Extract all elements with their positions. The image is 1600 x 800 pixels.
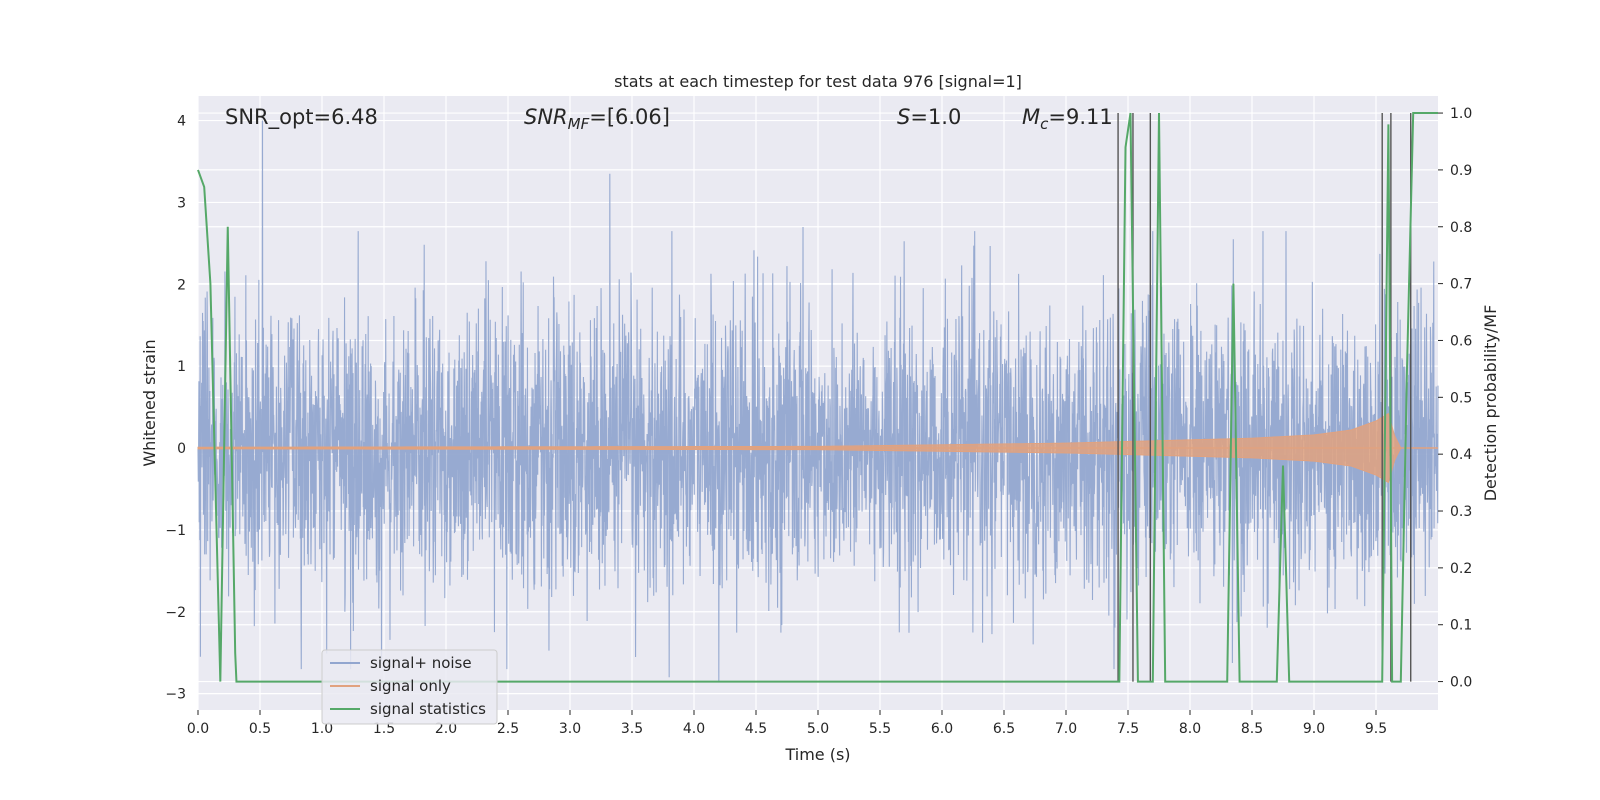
legend-label-signal-noise: signal+ noise — [370, 654, 472, 672]
snr-opt-annotation: SNR_opt=6.48 — [225, 105, 378, 130]
legend-box — [321, 649, 498, 725]
signal-statistics-series — [197, 112, 1438, 683]
y-tick-label-right: 0.1 — [1450, 618, 1472, 634]
signal-statistics-line — [197, 112, 1438, 683]
x-tick-label: 6.0 — [931, 721, 953, 737]
snr-mf-annotation: SNRMF=[6.06] — [524, 105, 670, 133]
x-tick-label: 8.5 — [1241, 721, 1263, 737]
x-tick-label: 0.0 — [187, 721, 209, 737]
x-tick-label: 0.5 — [249, 721, 271, 737]
x-tick-label: 3.0 — [559, 721, 581, 737]
y-tick-label-right: 0.9 — [1450, 163, 1472, 179]
mc-value: =9.11 — [1048, 105, 1112, 129]
x-tick-label: 5.0 — [807, 721, 829, 737]
y-tick-label-right: 0.7 — [1450, 277, 1472, 293]
y-ticks-left: −3 −2 −1 0 1 2 3 4 — [165, 114, 186, 703]
y-tick-label: 1 — [177, 359, 186, 375]
snr-mf-subscript: MF — [568, 115, 590, 133]
s-value: =1.0 — [910, 105, 961, 129]
x-tick-label: 9.5 — [1365, 721, 1387, 737]
x-ticks: 0.0 0.5 1.0 1.5 2.0 2.5 3.0 3.5 4.0 4.5 5.0 5.5 6.0 6… — [187, 710, 1387, 737]
y-tick-label-right: 0.3 — [1450, 504, 1472, 520]
y-tick-label: −1 — [165, 523, 186, 539]
legend: signal+ noise signal only signal statist… — [321, 649, 498, 725]
snr-mf-value: =[6.06] — [589, 105, 670, 129]
x-tick-label: 4.0 — [683, 721, 705, 737]
x-tick-label: 9.0 — [1303, 721, 1325, 737]
y-tick-label-right: 0.5 — [1450, 390, 1472, 406]
legend-label-signal-statistics: signal statistics — [370, 700, 486, 718]
y-tick-label: −2 — [165, 605, 186, 621]
y-tick-label: 0 — [177, 441, 186, 457]
y-tick-label-right: 0.6 — [1450, 333, 1472, 349]
y-ticks-right: 0.0 0.1 0.2 0.3 0.4 0.5 0.6 0.7 0.8 0.9 1.0 — [1438, 106, 1472, 691]
y-tick-label-right: 0.2 — [1450, 561, 1472, 577]
y-tick-label-right: 0.4 — [1450, 447, 1472, 463]
y-tick-label-right: 1.0 — [1450, 106, 1472, 122]
x-tick-label: 1.0 — [311, 721, 333, 737]
s-annotation: S=1.0 — [897, 105, 961, 129]
y-axis-label-right: Detection probability/MF — [1481, 305, 1500, 502]
legend-label-signal-only: signal only — [370, 677, 451, 695]
x-tick-label: 3.5 — [621, 721, 643, 737]
s-label: S — [897, 105, 910, 129]
x-tick-label: 2.5 — [497, 721, 519, 737]
y-axis-label: Whitened strain — [140, 339, 159, 466]
x-axis-label: Time (s) — [784, 745, 850, 764]
chart-title: stats at each timestep for test data 976… — [614, 72, 1022, 91]
y-tick-label: 2 — [177, 277, 186, 293]
x-tick-label: 7.0 — [1055, 721, 1077, 737]
y-tick-label: −3 — [165, 687, 186, 703]
y-tick-label: 3 — [177, 195, 186, 211]
mc-label: M — [1022, 105, 1040, 129]
x-tick-label: 6.5 — [993, 721, 1015, 737]
x-tick-label: 1.5 — [373, 721, 395, 737]
x-tick-label: 5.5 — [869, 721, 891, 737]
mc-subscript: c — [1040, 115, 1049, 133]
y-tick-label-right: 0.0 — [1450, 675, 1472, 691]
x-tick-label: 7.5 — [1117, 721, 1139, 737]
x-tick-label: 4.5 — [745, 721, 767, 737]
y-tick-label-right: 0.8 — [1450, 220, 1472, 236]
snr-mf-label: SNR — [524, 105, 568, 129]
x-tick-label: 8.0 — [1179, 721, 1201, 737]
mc-annotation: Mc=9.11 — [1022, 105, 1113, 133]
x-tick-label: 2.0 — [435, 721, 457, 737]
y-tick-label: 4 — [177, 114, 186, 130]
